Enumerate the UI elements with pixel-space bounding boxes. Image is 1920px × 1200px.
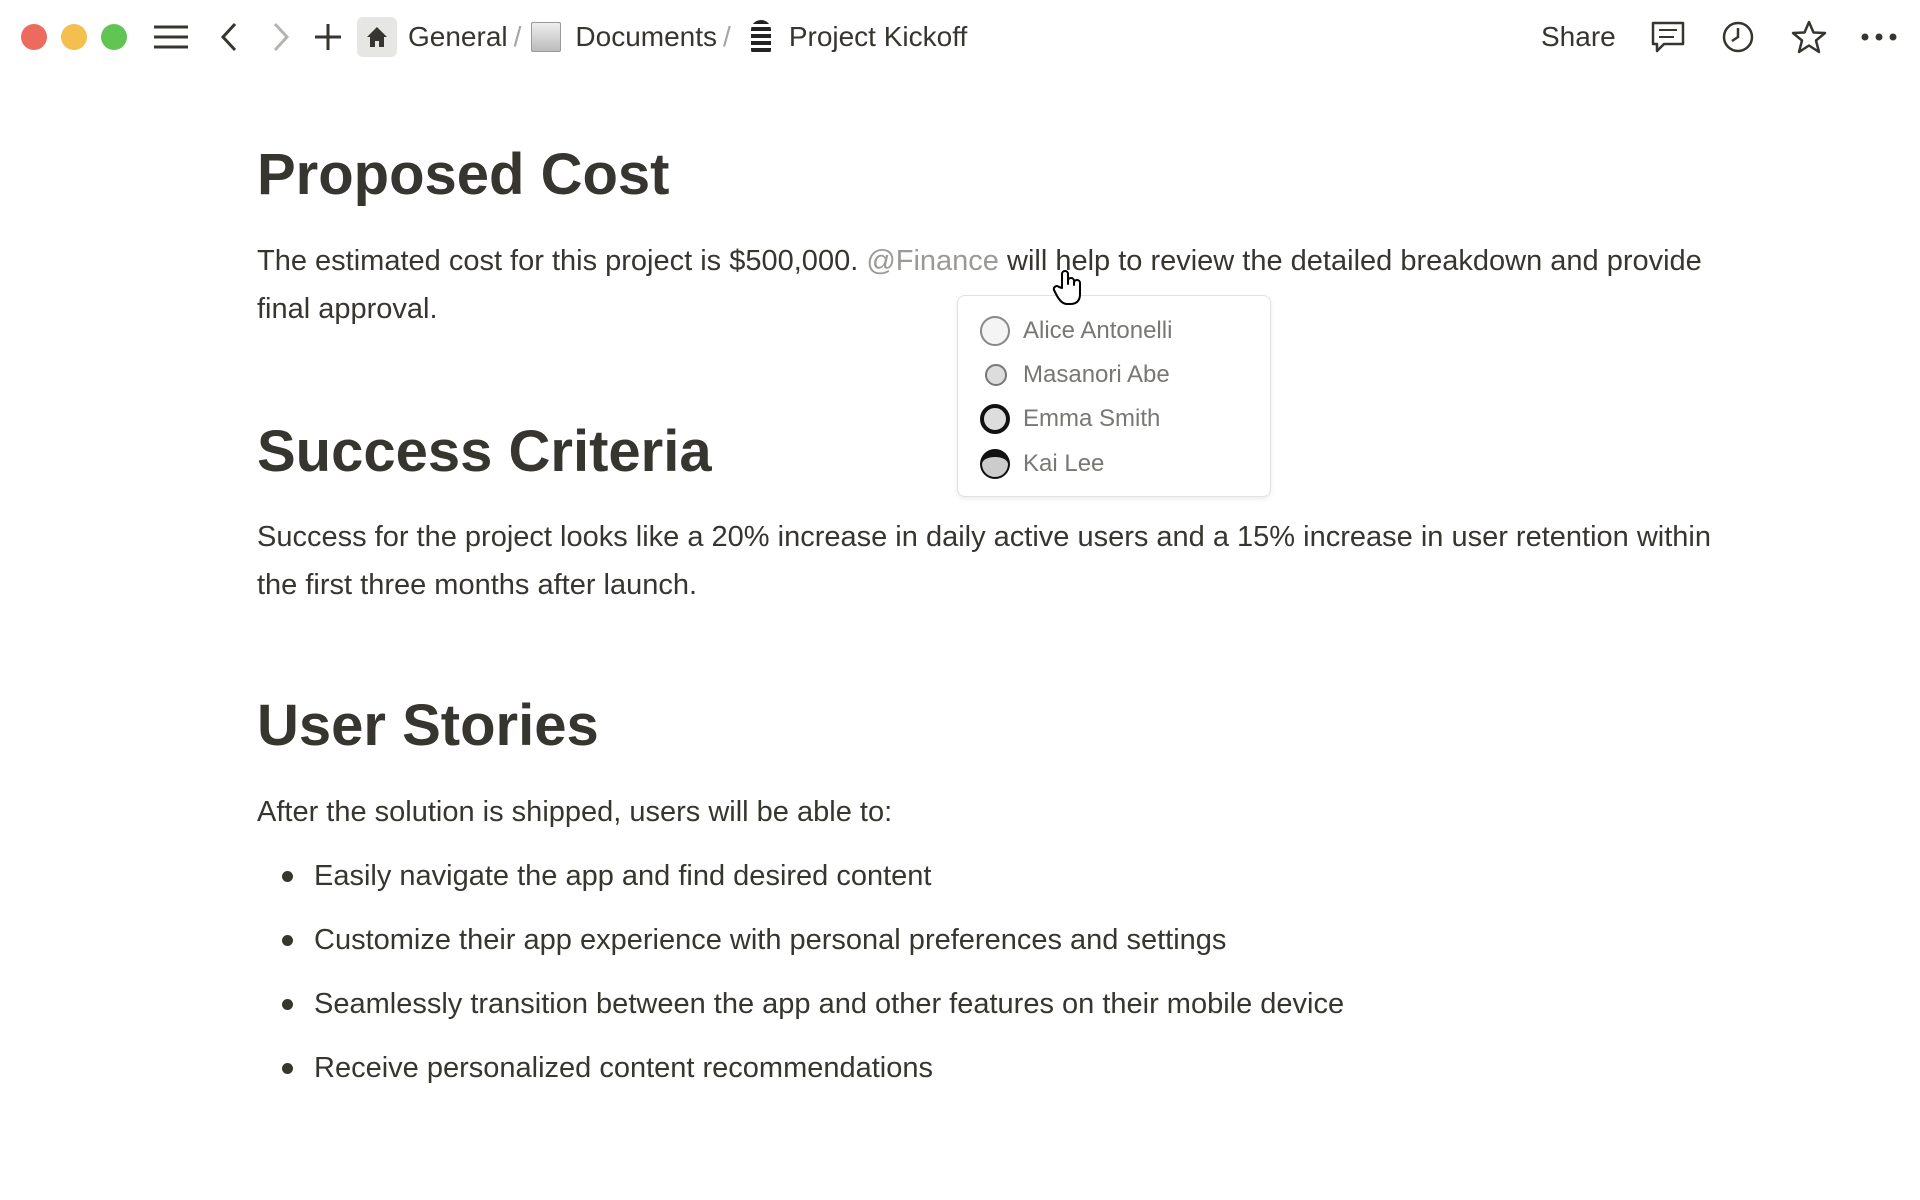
paragraph-proposed-cost: The estimated cost for this project is $… [257,237,1717,333]
breadcrumb-separator: / [723,21,731,52]
mention-option-kai-lee[interactable]: Kai Lee [958,444,1270,484]
list-item: Seamlessly transition between the app an… [314,988,1345,1020]
breadcrumb-project-kickoff[interactable]: Project Kickoff [788,21,968,52]
more-options-icon[interactable] [1861,33,1897,41]
breadcrumb-general[interactable]: General [408,21,508,52]
avatar [980,449,1010,479]
list-item: Easily navigate the app and find desired… [314,860,932,892]
list-item: Customize their app experience with pers… [314,924,1227,956]
person-name: Kai Lee [1023,450,1105,477]
forward-button[interactable] [272,22,290,52]
mention-popup: Alice Antonelli Masanori Abe Emma Smith … [957,295,1271,497]
breadcrumb: General / Documents / Project Kickoff [408,20,967,54]
share-button[interactable]: Share [1541,21,1616,52]
bullet-dot [282,1063,293,1074]
paragraph-success-criteria: Success for the project looks like a 20%… [257,521,1711,601]
microphone-icon [750,20,771,54]
person-name: Alice Antonelli [1023,317,1173,344]
history-clock-icon[interactable] [1721,20,1755,54]
hand-cursor-icon [1052,270,1086,311]
paragraph-text: will help to review the detailed breakdo… [257,245,1702,325]
mention-option-alice-antonelli[interactable]: Alice Antonelli [958,311,1270,351]
avatar [985,364,1007,386]
bullet-dot [282,871,293,882]
paragraph-text: The estimated cost for this project is $… [257,245,867,277]
scroll-icon [531,22,562,52]
list-item: Receive personalized content recommendat… [314,1052,934,1084]
mention-option-masanori-abe[interactable]: Masanori Abe [958,355,1270,395]
favorite-star-icon[interactable] [1791,20,1827,54]
heading-user-stories: User Stories [257,693,599,758]
home-icon[interactable] [357,17,397,57]
sidebar-menu-icon[interactable] [154,24,188,50]
mention-finance[interactable]: @Finance [866,245,999,277]
title-bar: General / Documents / Project Kickoff Sh… [0,0,1920,74]
heading-success-criteria: Success Criteria [257,419,712,484]
heading-proposed-cost: Proposed Cost [257,142,670,207]
minimize-window-button[interactable] [61,24,87,50]
person-name: Emma Smith [1023,405,1161,432]
bullet-dot [282,935,293,946]
breadcrumb-documents[interactable]: Documents [575,21,718,52]
new-page-button[interactable] [314,23,342,51]
person-name: Masanori Abe [1023,361,1170,388]
mention-option-emma-smith[interactable]: Emma Smith [958,399,1270,439]
maximize-window-button[interactable] [101,24,127,50]
comments-icon[interactable] [1650,20,1686,54]
back-button[interactable] [220,22,238,52]
close-window-button[interactable] [21,24,47,50]
bullet-dot [282,999,293,1010]
avatar [980,316,1010,346]
paragraph-user-stories: After the solution is shipped, users wil… [257,796,893,828]
breadcrumb-separator: / [513,21,522,52]
avatar [980,404,1010,434]
